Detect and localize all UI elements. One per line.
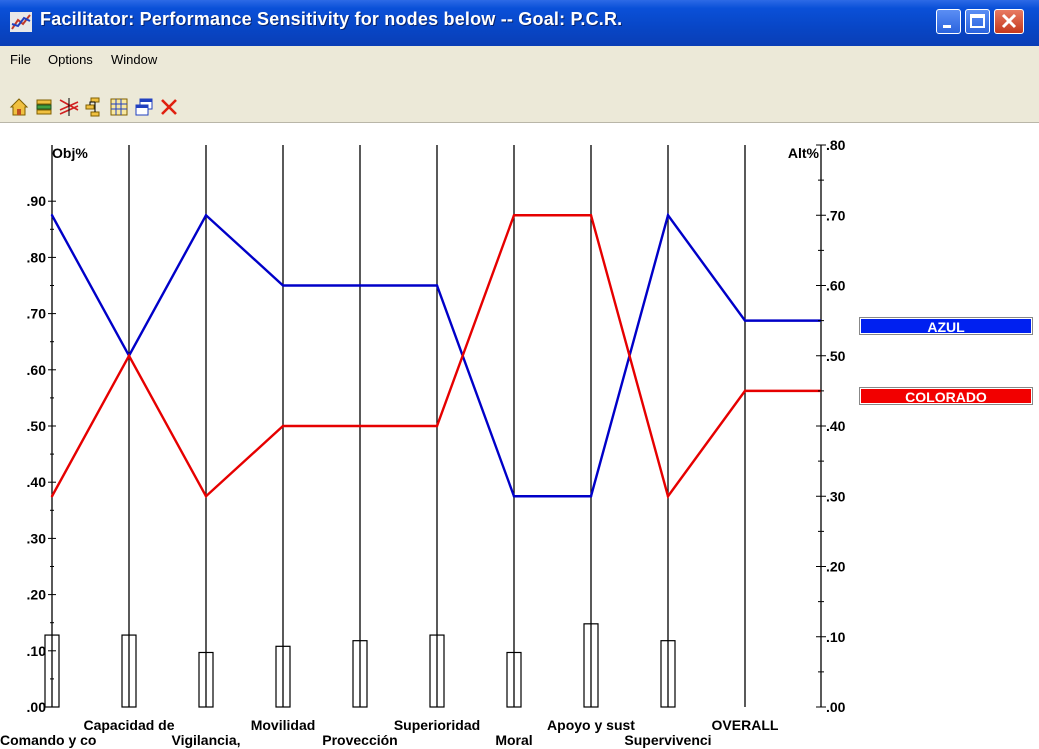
- left-tick-label: .20: [27, 587, 47, 603]
- minimize-button[interactable]: [936, 9, 961, 34]
- series-point-colorado: [358, 424, 362, 428]
- left-tick-label: .40: [27, 474, 47, 490]
- category-label: OVERALL: [712, 717, 779, 733]
- series-point-azul: [358, 284, 362, 287]
- left-axis-title: Obj%: [52, 145, 88, 161]
- category-label: Vigilancia,: [172, 732, 241, 748]
- right-tick-label: .20: [826, 559, 846, 575]
- category-label: Provección: [322, 732, 397, 748]
- series-point-colorado: [512, 214, 516, 217]
- tree-icon[interactable]: [83, 96, 105, 118]
- category-label: Superioridad: [394, 717, 480, 733]
- category-label: Moral: [495, 732, 532, 748]
- series-point-azul: [666, 214, 670, 217]
- category-label: Apoyo y sust: [547, 717, 635, 733]
- series-point-colorado: [50, 495, 54, 498]
- right-tick-label: .80: [826, 137, 846, 153]
- series-point-azul: [435, 284, 439, 287]
- maximize-button[interactable]: [965, 9, 990, 34]
- sensitivity-icon[interactable]: [58, 96, 80, 118]
- legend-azul[interactable]: AZUL: [859, 317, 1033, 335]
- right-tick-label: .30: [826, 488, 846, 504]
- chart-line-icon: [10, 12, 32, 32]
- series-point-azul: [743, 319, 747, 322]
- series-point-colorado: [127, 354, 131, 357]
- category-label: Comando y co: [0, 732, 96, 748]
- left-tick-label: .60: [27, 362, 47, 378]
- series-point-azul: [204, 214, 208, 217]
- right-tick-label: .50: [826, 348, 846, 364]
- legend-colorado[interactable]: COLORADO: [859, 387, 1033, 405]
- grid-icon[interactable]: [108, 96, 130, 118]
- category-label: Movilidad: [251, 717, 316, 733]
- left-tick-label: .30: [27, 530, 47, 546]
- left-tick-label: .90: [27, 193, 47, 209]
- left-tick-label: .50: [27, 418, 47, 434]
- right-axis-title: Alt%: [788, 145, 820, 161]
- menu-window[interactable]: Window: [111, 52, 158, 67]
- delete-icon[interactable]: [158, 96, 180, 118]
- menu-file[interactable]: File: [10, 52, 31, 67]
- legend-colorado-label: COLORADO: [905, 389, 987, 405]
- maximize-icon: [970, 14, 985, 28]
- category-label: Capacidad de: [83, 717, 174, 733]
- windows-icon[interactable]: [133, 96, 155, 118]
- right-tick-label: .00: [826, 699, 846, 715]
- left-tick-label: .00: [27, 699, 47, 715]
- left-tick-label: .70: [27, 306, 47, 322]
- menu-options[interactable]: Options: [48, 52, 93, 67]
- series-point-azul: [589, 495, 593, 498]
- series-point-azul: [512, 495, 516, 498]
- title-bar[interactable]: Facilitator: Performance Sensitivity for…: [0, 0, 1039, 46]
- window-title: Facilitator: Performance Sensitivity for…: [40, 9, 623, 29]
- right-tick-label: .10: [826, 629, 846, 645]
- right-tick-label: .40: [826, 418, 846, 434]
- series-point-colorado: [743, 389, 747, 393]
- close-button[interactable]: [994, 9, 1024, 34]
- toolbar: [0, 74, 1039, 123]
- legend-azul-label: AZUL: [927, 319, 965, 335]
- left-tick-label: .10: [27, 643, 47, 659]
- right-tick-label: .60: [826, 278, 846, 294]
- series-point-azul: [50, 214, 54, 217]
- series-point-azul: [281, 284, 285, 287]
- close-icon: [1001, 13, 1017, 29]
- minimize-icon: [943, 25, 951, 28]
- series-point-colorado: [435, 424, 439, 428]
- sensitivity-chart: Obj% Alt% .00 .10 .20 .30 .40 .50 .60 .70 .80 .90…: [0, 137, 846, 748]
- menu-bar: File Options Window: [0, 46, 1039, 74]
- series-point-colorado: [666, 495, 670, 498]
- series-point-colorado: [204, 495, 208, 498]
- category-label: Supervivenci: [624, 732, 711, 748]
- series-point-colorado: [281, 424, 285, 428]
- home-icon[interactable]: [8, 96, 30, 118]
- stack-icon[interactable]: [33, 96, 55, 118]
- series-point-colorado: [589, 214, 593, 217]
- right-tick-label: .70: [826, 207, 846, 223]
- left-tick-label: .80: [27, 249, 47, 265]
